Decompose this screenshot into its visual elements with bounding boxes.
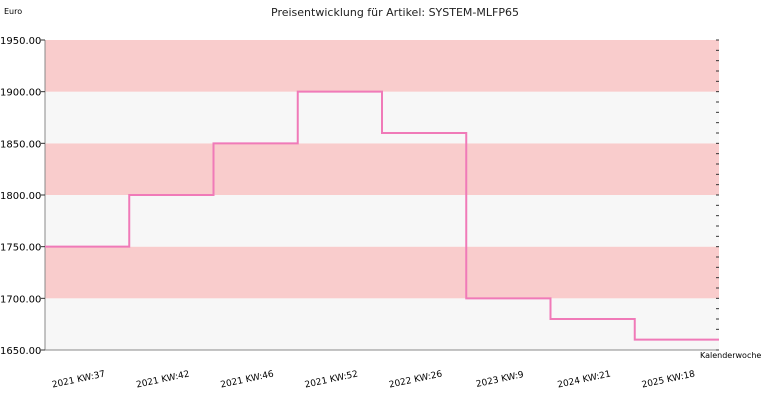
x-axis-label: Kalenderwoche <box>700 351 762 360</box>
x-tick-label: 2021 KW:46 <box>220 369 275 390</box>
x-tick-label: 2025 KW:18 <box>641 369 696 390</box>
background-band <box>45 246 719 299</box>
x-tick-label: 2023 KW:9 <box>475 370 525 390</box>
y-tick-label: 1700.00 <box>0 294 41 305</box>
y-tick-label: 1900.00 <box>0 88 41 99</box>
x-tick-label: 2024 KW:21 <box>557 370 612 391</box>
y-tick-label: 1850.00 <box>0 139 41 150</box>
background-band <box>45 143 719 195</box>
y-tick-label: 1800.00 <box>0 191 41 202</box>
chart-title: Preisentwicklung für Artikel: SYSTEM-MLF… <box>271 6 519 19</box>
series-line <box>45 90 719 341</box>
y-axis-label: Euro <box>4 7 23 16</box>
background-band <box>45 40 719 92</box>
y-tick-label: 1950.00 <box>0 36 41 47</box>
y-tick-label: 1650.00 <box>0 346 41 357</box>
x-tick-label: 2021 KW:52 <box>304 370 359 391</box>
background-band <box>45 298 719 350</box>
y-tick-label: 1750.00 <box>0 243 41 254</box>
y-ticks: 1650.00 1700.00 1750.00 1800.00 1850.00 1900.… <box>0 36 45 357</box>
price-series <box>45 90 719 341</box>
x-tick-label: 2022 KW:26 <box>388 369 443 390</box>
background-bands <box>45 40 719 350</box>
x-ticks: 2021 KW:37 2021 KW:42 2021 KW:46 2021 KW:52… <box>51 369 696 390</box>
x-tick-label: 2021 KW:42 <box>135 370 190 391</box>
x-tick-label: 2021 KW:37 <box>51 370 106 391</box>
background-band <box>45 195 719 247</box>
